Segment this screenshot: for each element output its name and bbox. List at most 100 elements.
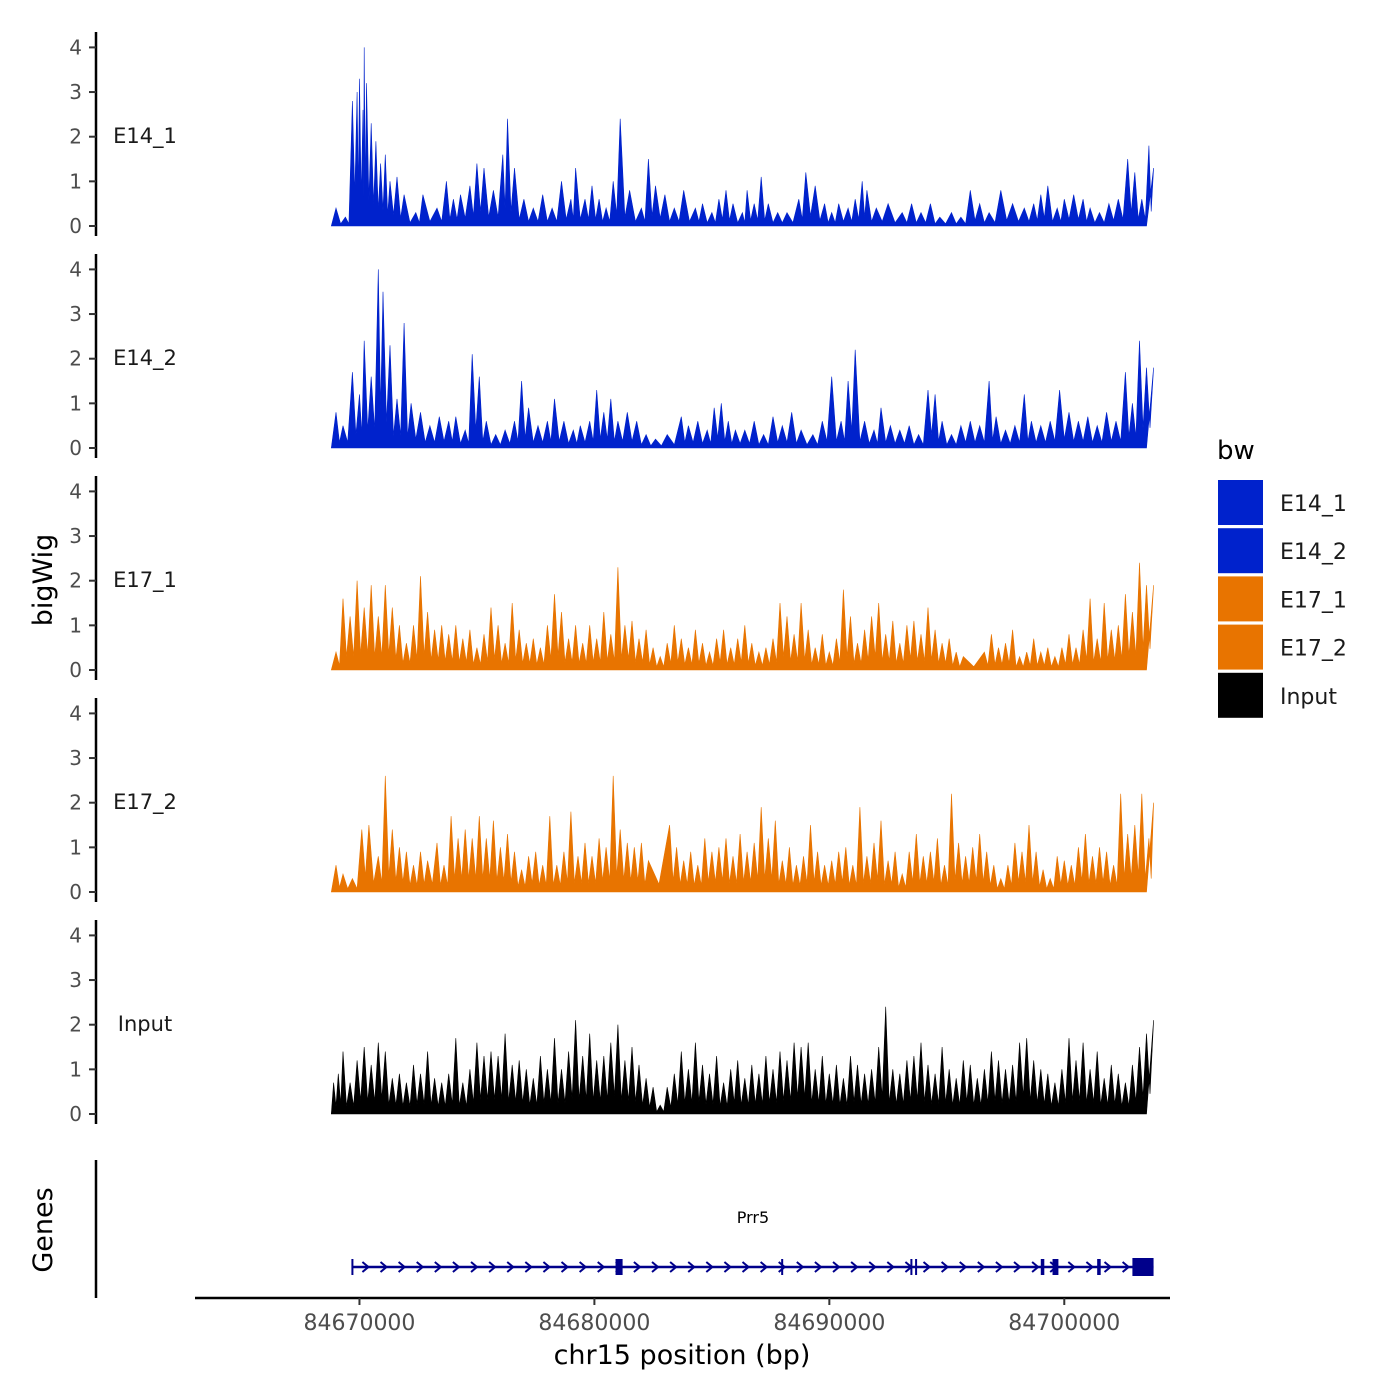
strand-arrow xyxy=(832,1261,841,1273)
strand-arrow xyxy=(416,1261,425,1273)
track-label: E17_2 xyxy=(113,790,177,815)
x-axis-title: chr15 position (bp) xyxy=(554,1340,811,1371)
gene-label: Prr5 xyxy=(737,1208,769,1227)
y-tick-label: 0 xyxy=(69,880,82,904)
legend-key xyxy=(1218,480,1263,525)
strand-arrow xyxy=(560,1261,570,1273)
y-tick-label: 0 xyxy=(69,214,82,238)
genes-axis-title: Genes xyxy=(28,1187,59,1272)
strand-arrow xyxy=(759,1261,769,1273)
y-tick-label: 3 xyxy=(69,80,82,104)
y-tick-label: 0 xyxy=(69,436,82,460)
y-tick-label: 4 xyxy=(69,257,82,281)
strand-arrow xyxy=(814,1261,823,1273)
x-tick-label: 84700000 xyxy=(1008,1311,1120,1336)
strand-arrow xyxy=(361,1261,370,1273)
strand-arrow xyxy=(796,1261,805,1273)
legend-entry: E14_2 xyxy=(1218,528,1347,574)
legend-entry: Input xyxy=(1218,672,1337,718)
gene-prr5: Prr5 xyxy=(351,1208,1154,1276)
y-axis-title: bigWig xyxy=(28,534,59,627)
exon xyxy=(1052,1259,1059,1275)
legend: bw E14_1 E14_2 E17_1 E17_2 Input xyxy=(1217,436,1347,718)
legend-entry: E17_1 xyxy=(1218,576,1347,622)
strand-arrow xyxy=(597,1261,606,1273)
strand-arrow xyxy=(922,1261,932,1273)
y-tick-label: 3 xyxy=(69,968,82,992)
strand-arrow xyxy=(723,1261,732,1273)
track-e17_2: 0 1 2 3 4 E17_2 xyxy=(69,698,1154,904)
exon xyxy=(1097,1259,1101,1275)
track-input: 0 1 2 3 4 Input xyxy=(69,920,1154,1126)
strand-arrow xyxy=(850,1261,859,1273)
legend-key xyxy=(1218,672,1263,718)
genes-panel: Genes Prr5 xyxy=(28,1160,1154,1298)
strand-arrow xyxy=(995,1261,1004,1273)
legend-title: bw xyxy=(1217,436,1255,466)
legend-key xyxy=(1218,624,1263,670)
y-tick-label: 4 xyxy=(69,701,82,725)
legend-label: E14_2 xyxy=(1280,540,1347,565)
signal-area-e17_1 xyxy=(330,562,1154,671)
y-tick-label: 2 xyxy=(69,791,82,815)
strand-arrow xyxy=(452,1261,461,1273)
strand-arrow xyxy=(633,1261,642,1273)
strand-arrow xyxy=(778,1261,787,1273)
exon xyxy=(1040,1259,1045,1275)
strand-arrow xyxy=(578,1261,588,1273)
y-tick-label: 1 xyxy=(69,835,82,859)
strand-arrow xyxy=(434,1261,443,1273)
y-tick-label: 0 xyxy=(69,1102,82,1126)
y-tick-label: 3 xyxy=(69,746,82,770)
track-label: Input xyxy=(118,1012,172,1036)
strand-arrow xyxy=(940,1261,950,1273)
exon xyxy=(615,1259,623,1275)
exon xyxy=(1132,1258,1154,1276)
strand-arrow xyxy=(488,1261,497,1273)
signal-area-e17_2 xyxy=(330,775,1154,893)
exon xyxy=(915,1259,918,1275)
strand-arrow xyxy=(705,1261,714,1273)
legend-label: E17_1 xyxy=(1280,588,1347,613)
strand-arrow xyxy=(1067,1261,1076,1273)
y-tick-label: 4 xyxy=(69,479,82,503)
strand-arrow xyxy=(1103,1261,1113,1273)
y-tick-label: 0 xyxy=(69,658,82,682)
legend-label: E17_2 xyxy=(1280,637,1347,662)
strand-arrow xyxy=(977,1261,986,1273)
track-label: E14_2 xyxy=(113,346,177,371)
y-tick-label: 1 xyxy=(69,1057,82,1081)
x-ticks: 84670000 84680000 84690000 84700000 xyxy=(303,1298,1120,1336)
x-tick-label: 84690000 xyxy=(773,1311,885,1336)
strand-arrow xyxy=(669,1261,678,1273)
legend-label: E14_1 xyxy=(1280,492,1347,517)
strand-arrow xyxy=(886,1261,895,1273)
signal-tracks: 0 1 2 3 4 E14_1 0 1 2 3 4 E14_2 0 1 2 3 4 E17_1 0 1 2 3 4 E17_2… xyxy=(69,32,1154,1126)
track-label: E17_1 xyxy=(113,568,177,593)
track-e14_1: 0 1 2 3 4 E14_1 xyxy=(69,32,1154,238)
y-tick-label: 3 xyxy=(69,524,82,548)
y-tick-label: 4 xyxy=(69,923,82,947)
y-tick-label: 1 xyxy=(69,613,82,637)
strand-arrow xyxy=(1121,1261,1131,1273)
strand-arrow xyxy=(379,1261,389,1273)
y-tick-label: 1 xyxy=(69,391,82,415)
gene-models: Prr5 xyxy=(351,1208,1154,1276)
strand-arrow xyxy=(397,1261,407,1273)
track-e17_1: 0 1 2 3 4 E17_1 xyxy=(69,476,1154,682)
track-label: E14_1 xyxy=(113,124,177,149)
strand-arrow xyxy=(651,1261,660,1273)
signal-area-e14_1 xyxy=(330,47,1154,227)
strand-arrow xyxy=(542,1261,551,1273)
exon xyxy=(781,1259,784,1275)
legend-entries: E14_1 E14_2 E17_1 E17_2 Input xyxy=(1218,480,1347,718)
y-tick-label: 2 xyxy=(69,125,82,149)
strand-arrow xyxy=(506,1261,515,1273)
exon xyxy=(910,1259,913,1275)
strand-arrow xyxy=(687,1261,696,1273)
y-tick-label: 2 xyxy=(69,347,82,371)
strand-arrow xyxy=(1013,1261,1022,1273)
track-e14_2: 0 1 2 3 4 E14_2 xyxy=(69,254,1154,460)
